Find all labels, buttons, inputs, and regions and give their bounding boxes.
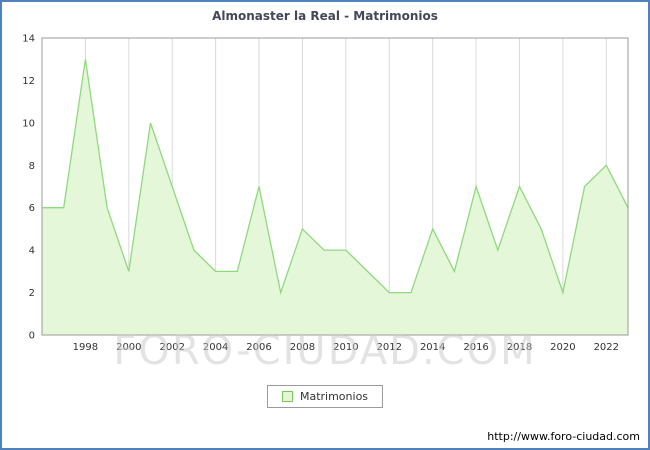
- chart-title: Almonaster la Real - Matrimonios: [212, 9, 438, 23]
- x-tick-label: 1998: [73, 342, 98, 353]
- data-line: [42, 59, 629, 296]
- y-tick-label: 12: [22, 76, 35, 87]
- y-tick-label: 6: [29, 203, 35, 214]
- y-tick-label: 4: [29, 246, 35, 257]
- legend: Matrimonios: [266, 385, 384, 408]
- y-tick-label: 2: [29, 288, 35, 299]
- x-tick-label: 2004: [203, 342, 228, 353]
- y-tick-label: 0: [29, 331, 35, 342]
- footer-url-link[interactable]: http://www.foro-ciudad.com: [487, 430, 640, 443]
- y-tick-label: 8: [29, 161, 35, 172]
- legend-swatch-icon: [281, 391, 293, 402]
- x-tick-label: 2000: [116, 342, 141, 353]
- x-tick-label: 2012: [377, 342, 402, 353]
- y-tick-label: 14: [22, 34, 35, 45]
- x-tick-label: 2006: [246, 342, 271, 353]
- area-fill: [42, 59, 628, 335]
- x-tick-label: 2010: [333, 342, 358, 353]
- y-tick-label: 10: [22, 118, 35, 129]
- plot-frame: [41, 37, 629, 336]
- x-tick-label: 2002: [159, 342, 184, 353]
- x-tick-label: 2020: [550, 342, 575, 353]
- x-tick-label: 2014: [420, 342, 445, 353]
- x-tick-label: 2008: [290, 342, 315, 353]
- legend-label: Matrimonios: [299, 390, 369, 403]
- x-tick-label: 2022: [594, 342, 619, 353]
- x-tick-label: 2016: [463, 342, 488, 353]
- x-tick-label: 2018: [507, 342, 532, 353]
